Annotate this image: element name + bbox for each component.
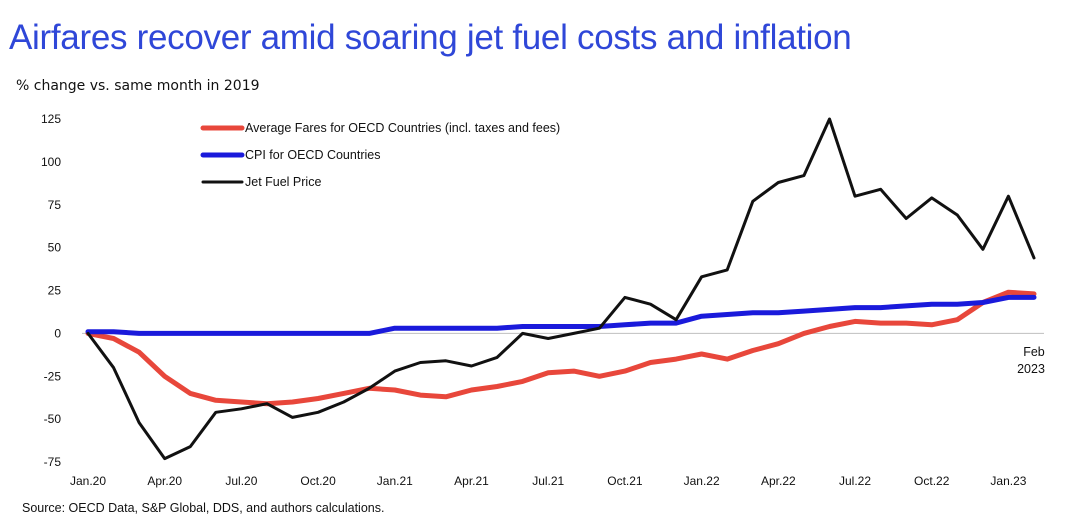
y-tick-label: 75 [48, 198, 62, 212]
x-tick-label: Oct.22 [914, 474, 950, 488]
legend-label: CPI for OECD Countries [245, 148, 380, 162]
end-annotation: Feb 2023 [1017, 345, 1045, 376]
series-line-jet-fuel-price [86, 117, 1036, 461]
y-tick-label: 100 [41, 155, 61, 169]
y-tick-label: 125 [41, 112, 61, 126]
source-note: Source: OECD Data, S&P Global, DDS, and … [22, 501, 384, 515]
y-tick-label: 25 [48, 284, 62, 298]
legend-label: Jet Fuel Price [245, 175, 321, 189]
plot-area [85, 117, 1037, 461]
series-line-average-fares [85, 289, 1037, 407]
y-tick-label: 0 [54, 326, 61, 340]
y-tick-label: 50 [48, 241, 62, 255]
x-tick-label: Apr.21 [454, 474, 489, 488]
x-tick-label: Oct.21 [607, 474, 643, 488]
y-axis: 125 100 75 50 25 0 -25 -50 -75 [41, 112, 61, 469]
legend-label: Average Fares for OECD Countries (incl. … [245, 121, 560, 135]
annotation-line1: Feb [1023, 345, 1045, 359]
y-tick-label: -75 [44, 455, 62, 469]
annotation-line2: 2023 [1017, 362, 1045, 376]
chart-subtitle: % change vs. same month in 2019 [16, 78, 260, 94]
x-tick-label: Jan.22 [684, 474, 720, 488]
x-axis: Jan.20 Apr.20 Jul.20 Oct.20 Jan.21 Apr.21 Jul.… [70, 332, 1044, 488]
x-tick-label: Jan.21 [377, 474, 413, 488]
x-tick-label: Apr.22 [761, 474, 796, 488]
chart-title: Airfares recover amid soaring jet fuel c… [9, 18, 851, 57]
x-tick-label: Oct.20 [300, 474, 336, 488]
series-line-cpi [85, 294, 1037, 336]
y-tick-label: -25 [44, 369, 62, 383]
x-tick-label: Jan.23 [990, 474, 1026, 488]
x-tick-label: Jul.22 [839, 474, 871, 488]
x-tick-label: Jul.21 [532, 474, 564, 488]
x-tick-label: Jul.20 [225, 474, 257, 488]
x-tick-label: Jan.20 [70, 474, 106, 488]
legend: Average Fares for OECD Countries (incl. … [200, 121, 560, 189]
x-tick-label: Apr.20 [147, 474, 182, 488]
y-tick-label: -50 [44, 412, 62, 426]
